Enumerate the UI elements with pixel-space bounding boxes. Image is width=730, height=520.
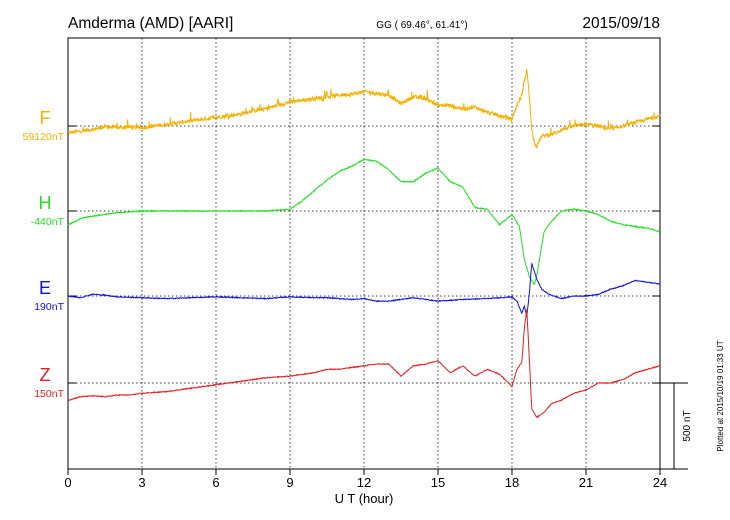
plotted-timestamp: Plotted at 2015/10/19 01:33 UT <box>716 340 725 451</box>
plot-traces <box>67 69 661 419</box>
x-tick-label: 9 <box>286 475 293 490</box>
x-tick-label: 24 <box>653 475 667 490</box>
x-tick-label: 3 <box>138 475 145 490</box>
series-baseline-z: 150nT <box>34 388 64 400</box>
series-name-e: E <box>39 278 51 298</box>
series-line-f <box>68 69 661 149</box>
x-tick-label: 0 <box>64 475 71 490</box>
scale-bar: 500 nT <box>660 382 693 470</box>
series-baseline-e: 190nT <box>34 301 64 313</box>
x-tick-label: 12 <box>357 475 371 490</box>
chart-title-coordinates: GG ( 69.46°, 61.41°) <box>376 20 467 31</box>
series-name-f: F <box>40 108 51 128</box>
series-baseline-h: -440nT <box>31 216 65 228</box>
series-line-h <box>67 158 661 285</box>
chart-title-date: 2015/09/18 <box>582 15 660 32</box>
scale-bar-label: 500 nT <box>682 410 693 441</box>
x-axis-ticks: 0 3 6 9 12 15 18 21 24 <box>64 469 667 490</box>
x-tick-label: 15 <box>431 475 445 490</box>
series-baseline-f: 59120nT <box>23 131 65 143</box>
chart-title-station: Amderma (AMD) [AARI] <box>68 15 233 32</box>
series-line-e <box>67 261 661 317</box>
series-line-z <box>67 309 661 419</box>
x-tick-label: 18 <box>505 475 519 490</box>
x-tick-label: 21 <box>579 475 593 490</box>
x-axis-label: U T (hour) <box>335 491 394 506</box>
x-tick-label: 6 <box>212 475 219 490</box>
plot-grid <box>68 38 660 469</box>
series-labels: F 59120nT H -440nT E 190nT Z 150nT <box>23 108 65 400</box>
series-name-z: Z <box>40 365 51 385</box>
series-name-h: H <box>39 193 52 213</box>
